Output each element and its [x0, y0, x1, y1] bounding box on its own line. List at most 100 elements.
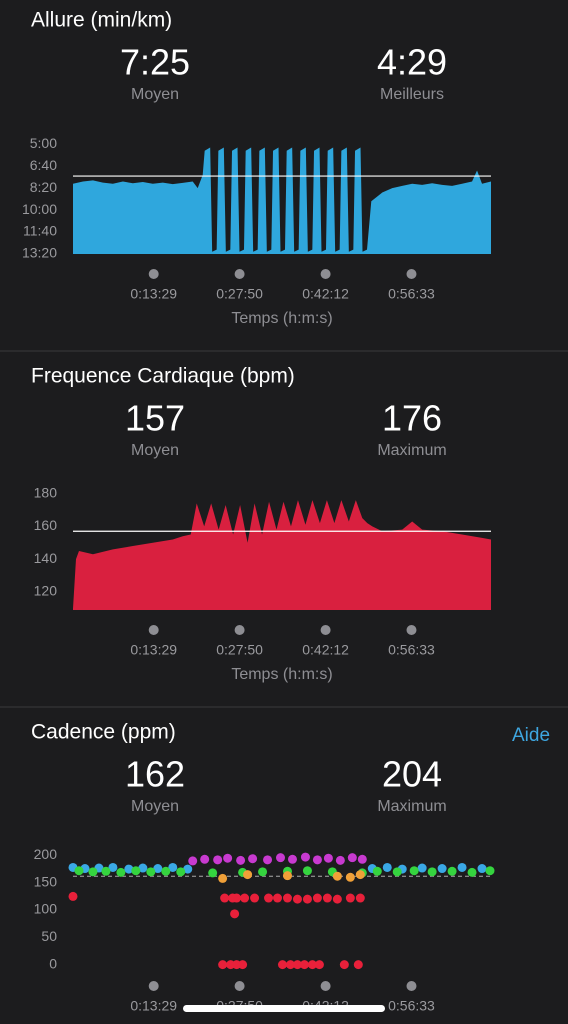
point [292, 960, 302, 970]
point [287, 854, 297, 864]
point [372, 866, 382, 876]
y-tick-label: 200 [34, 846, 58, 862]
point [339, 960, 349, 970]
x-axis-title: Temps (h:m:s) [231, 666, 332, 683]
point [208, 868, 218, 878]
point [299, 960, 309, 970]
x-tick-dot [406, 269, 417, 279]
point [437, 864, 447, 874]
stat-value: 4:29 [377, 42, 447, 83]
point [355, 893, 365, 903]
point [223, 853, 233, 863]
y-tick-label: 6:40 [30, 157, 57, 173]
x-tick-label: 0:56:33 [388, 286, 435, 302]
point [88, 867, 98, 877]
point [300, 852, 310, 862]
x-tick-dot [320, 625, 331, 635]
x-tick-dot [234, 981, 245, 991]
point [282, 893, 292, 903]
x-tick-label: 0:42:12 [302, 286, 349, 302]
help-link[interactable]: Aide [512, 725, 550, 746]
stat-label: Moyen [131, 442, 179, 459]
y-tick-label: 8:20 [30, 179, 57, 195]
x-tick-label: 0:56:33 [388, 642, 435, 658]
y-tick-label: 0 [49, 955, 57, 971]
point [168, 862, 178, 872]
point [292, 894, 302, 904]
point [302, 866, 312, 876]
section-title: Frequence Cardiaque (bpm) [31, 365, 295, 388]
point [322, 893, 332, 903]
x-tick-dot [320, 269, 331, 279]
point [238, 960, 248, 970]
stat-label: Maximum [377, 798, 446, 815]
stat-value: 157 [125, 398, 185, 439]
point [108, 862, 118, 872]
x-tick-label: 0:13:29 [130, 642, 177, 658]
point [230, 909, 240, 919]
point [457, 862, 467, 872]
point [417, 863, 427, 873]
y-tick-label: 180 [34, 484, 58, 500]
point [176, 867, 186, 877]
y-tick-label: 120 [34, 583, 58, 599]
point [138, 863, 148, 873]
point [447, 866, 457, 876]
point [146, 867, 156, 877]
point [345, 893, 355, 903]
section-title: Cadence (ppm) [31, 721, 176, 744]
point [355, 870, 365, 880]
x-tick-label: 0:42:12 [302, 642, 349, 658]
stat-label: Maximum [377, 442, 446, 459]
point [477, 864, 487, 874]
x-tick-label: 0:27:50 [216, 642, 263, 658]
y-tick-label: 10:00 [22, 201, 57, 217]
point [382, 862, 392, 872]
point [213, 855, 223, 865]
x-tick-label: 0:13:29 [130, 286, 177, 302]
x-tick-label: 0:56:33 [388, 998, 435, 1014]
point [345, 872, 355, 882]
point [307, 960, 317, 970]
content: Allure (min/km) 7:25 Moyen 4:29 Meilleurs 5:0… [22, 9, 495, 1014]
point [357, 854, 367, 864]
point [485, 866, 495, 876]
y-tick-label: 13:20 [22, 245, 57, 261]
x-tick-label: 0:27:50 [216, 286, 263, 302]
point [188, 856, 198, 866]
x-tick-dot [148, 625, 159, 635]
section-title: Allure (min/km) [31, 9, 172, 32]
x-tick-dot [406, 625, 417, 635]
stat-label: Moyen [131, 86, 179, 103]
point [218, 960, 228, 970]
area [73, 147, 491, 254]
y-tick-label: 150 [34, 873, 58, 889]
home-indicator [183, 1005, 385, 1012]
point [232, 893, 242, 903]
point [248, 854, 258, 864]
stat-value: 162 [125, 754, 185, 795]
point [335, 855, 345, 865]
x-tick-dot [320, 981, 331, 991]
point [312, 893, 322, 903]
point [277, 960, 287, 970]
x-axis-title: Temps (h:m:s) [231, 310, 332, 327]
y-tick-label: 5:00 [30, 135, 57, 151]
point [200, 854, 210, 864]
point [347, 853, 357, 863]
x-tick-dot [406, 981, 417, 991]
point [427, 867, 437, 877]
area [73, 500, 491, 610]
point [273, 893, 283, 903]
point [101, 866, 111, 876]
point [116, 867, 126, 877]
y-tick-label: 160 [34, 517, 58, 533]
point [409, 866, 419, 876]
point [240, 893, 250, 903]
stat-label: Moyen [131, 798, 179, 815]
stat-value: 204 [382, 754, 442, 795]
point [250, 893, 260, 903]
x-tick-dot [234, 269, 245, 279]
point [220, 893, 230, 903]
